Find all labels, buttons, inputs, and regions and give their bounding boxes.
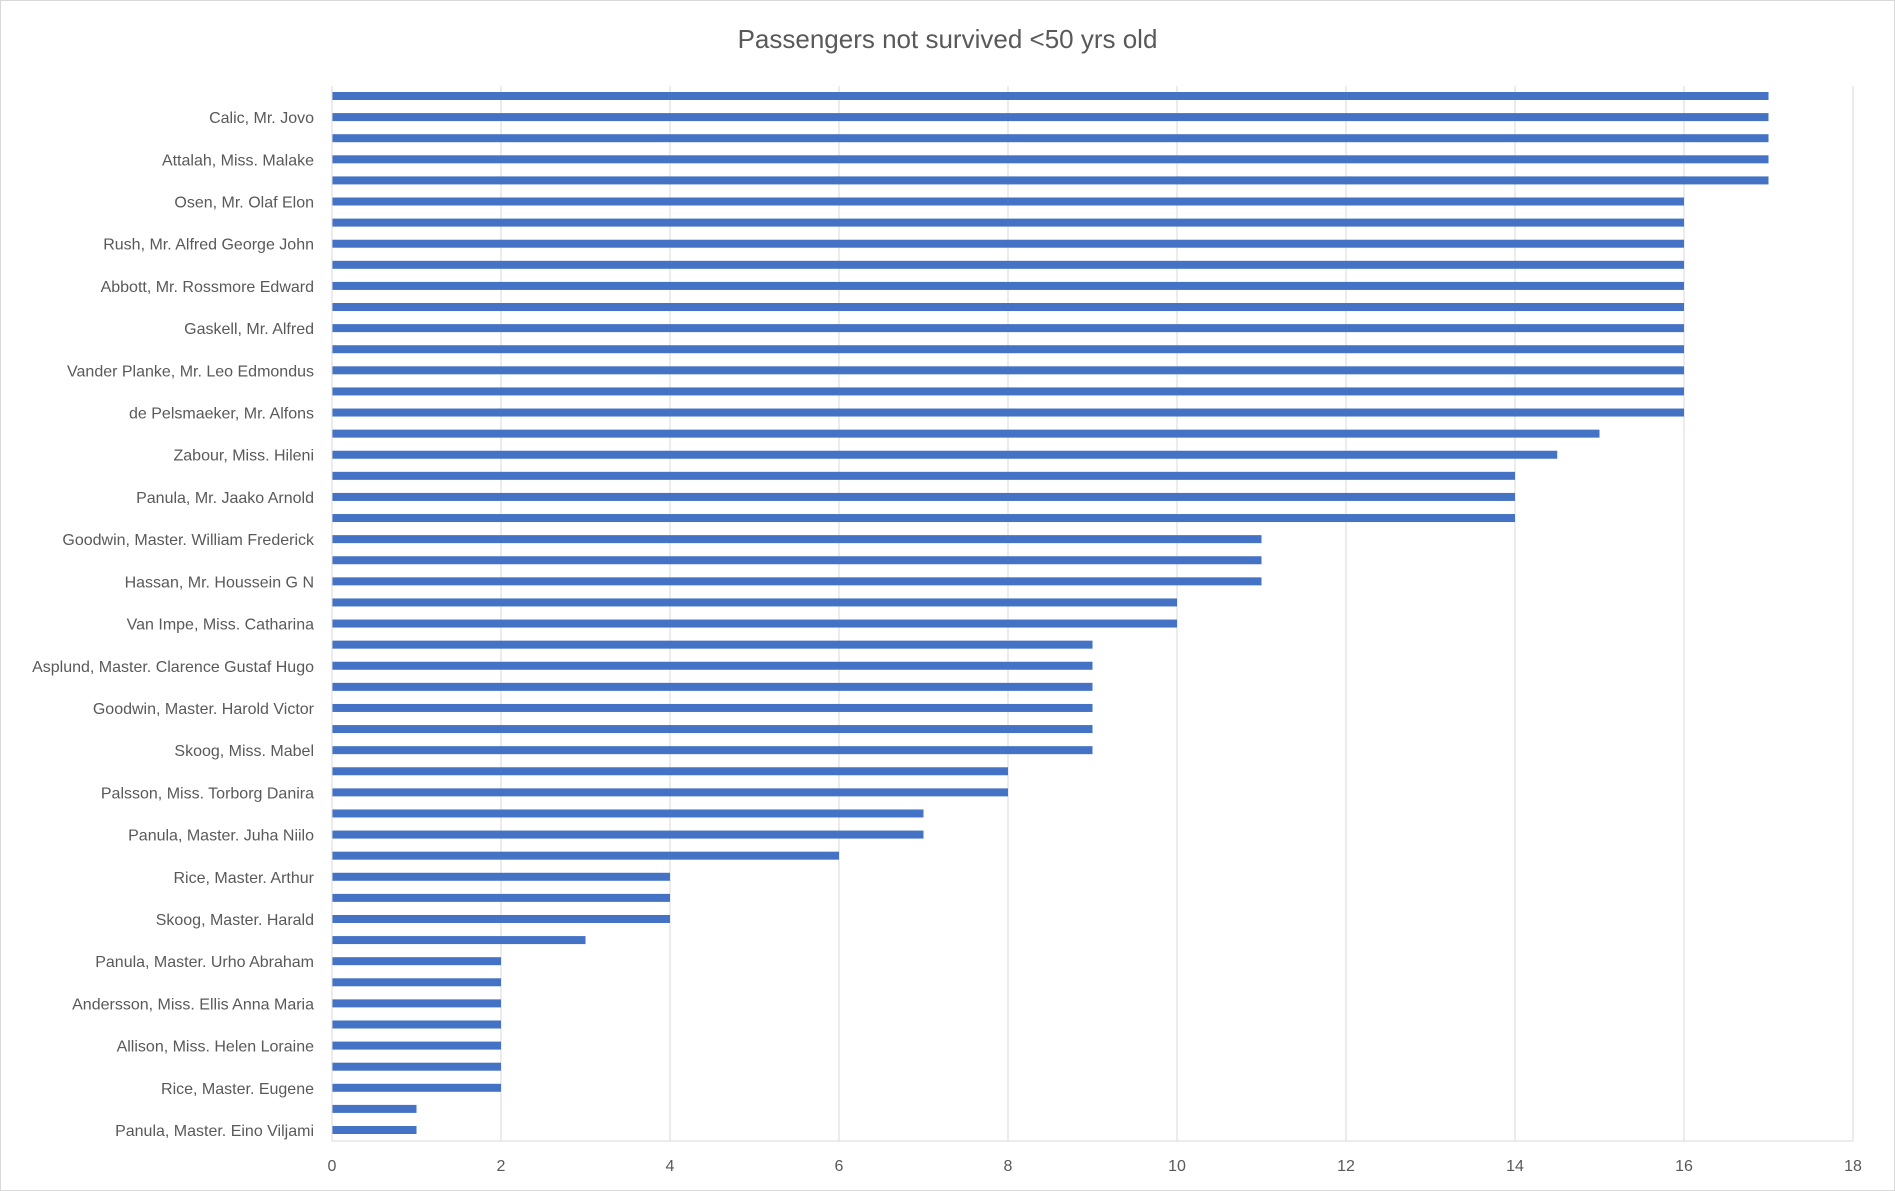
bar xyxy=(332,703,1093,712)
category-label: Panula, Master. Urho Abraham xyxy=(95,954,314,971)
bar xyxy=(332,830,924,839)
bar xyxy=(332,788,1008,797)
bar xyxy=(332,851,839,860)
bar xyxy=(332,281,1684,290)
bar xyxy=(332,239,1684,248)
category-label: Van Impe, Miss. Catharina xyxy=(127,617,314,634)
bar xyxy=(332,682,1093,691)
category-label: Vander Planke, Mr. Leo Edmondus xyxy=(67,363,314,380)
bar xyxy=(332,1020,501,1029)
category-label: Andersson, Miss. Ellis Anna Maria xyxy=(72,996,314,1013)
bar xyxy=(332,1126,417,1134)
category-label: Hassan, Mr. Houssein G N xyxy=(125,574,314,591)
bar xyxy=(332,535,1262,544)
category-label: Gaskell, Mr. Alfred xyxy=(184,321,314,338)
bar xyxy=(332,661,1093,670)
category-label: Rice, Master. Arthur xyxy=(174,870,315,887)
bar xyxy=(332,113,1769,122)
category-label: Calic, Mr. Jovo xyxy=(209,110,314,127)
bar xyxy=(332,746,1093,755)
x-tick-label: 16 xyxy=(1675,1158,1693,1175)
bar xyxy=(332,387,1684,396)
bar xyxy=(332,872,670,881)
x-tick-labels: 0 2 4 6 8 10 12 14 16 18 xyxy=(328,1158,1862,1175)
bar xyxy=(332,914,670,923)
bar xyxy=(332,134,1769,143)
bar xyxy=(332,809,924,818)
bar xyxy=(332,218,1684,227)
category-label: Panula, Mr. Jaako Arnold xyxy=(136,490,314,507)
category-label: Rush, Mr. Alfred George John xyxy=(103,237,314,254)
x-tick-label: 6 xyxy=(835,1158,844,1175)
category-label: Skoog, Miss. Mabel xyxy=(174,743,314,760)
category-label: Panula, Master. Juha Niilo xyxy=(128,828,314,845)
category-label: Abbott, Mr. Rossmore Edward xyxy=(101,279,314,296)
x-tick-label: 18 xyxy=(1844,1158,1862,1175)
bar xyxy=(332,408,1684,417)
bar xyxy=(332,92,1769,100)
bar xyxy=(332,556,1262,565)
bar xyxy=(332,260,1684,269)
bars xyxy=(332,92,1769,1134)
bar xyxy=(332,577,1262,586)
x-tick-label: 12 xyxy=(1337,1158,1355,1175)
category-label: Attalah, Miss. Malake xyxy=(162,152,314,169)
category-labels: Calic, Mr. Jovo Attalah, Miss. Malake Osen… xyxy=(32,110,315,1140)
bar xyxy=(332,598,1177,607)
bar xyxy=(332,492,1515,501)
bar xyxy=(332,640,1093,649)
bar xyxy=(332,1104,417,1113)
bar xyxy=(332,450,1558,459)
bar xyxy=(332,303,1684,312)
bar xyxy=(332,1062,501,1071)
chart-title: Passengers not survived <50 yrs old xyxy=(737,24,1158,54)
bar xyxy=(332,978,501,987)
category-label: Goodwin, Master. William Frederick xyxy=(62,532,315,549)
category-label: Allison, Miss. Helen Loraine xyxy=(117,1039,315,1056)
bar xyxy=(332,197,1684,206)
category-label: de Pelsmaeker, Mr. Alfons xyxy=(129,406,314,423)
bar xyxy=(332,767,1008,776)
category-label: Skoog, Master. Harald xyxy=(156,912,314,929)
category-label: Goodwin, Master. Harold Victor xyxy=(93,701,315,718)
bar xyxy=(332,514,1515,523)
x-tick-label: 0 xyxy=(328,1158,337,1175)
category-label: Palsson, Miss. Torborg Danira xyxy=(101,785,314,802)
bar xyxy=(332,999,501,1008)
bar xyxy=(332,324,1684,333)
bar xyxy=(332,155,1769,164)
x-tick-label: 14 xyxy=(1506,1158,1524,1175)
bar xyxy=(332,619,1177,628)
category-label: Rice, Master. Eugene xyxy=(161,1081,314,1098)
bar xyxy=(332,366,1684,375)
category-label: Osen, Mr. Olaf Elon xyxy=(174,195,314,212)
bar xyxy=(332,1041,501,1050)
category-label: Zabour, Miss. Hileni xyxy=(174,448,315,465)
axes xyxy=(331,86,1853,1142)
bar xyxy=(332,471,1515,480)
bar xyxy=(332,936,586,945)
bar xyxy=(332,725,1093,734)
bar xyxy=(332,345,1684,354)
category-label: Panula, Master. Eino Viljami xyxy=(115,1123,314,1140)
bar xyxy=(332,1083,501,1092)
x-tick-label: 2 xyxy=(497,1158,506,1175)
category-label: Asplund, Master. Clarence Gustaf Hugo xyxy=(32,659,314,676)
x-tick-label: 10 xyxy=(1168,1158,1186,1175)
bar xyxy=(332,957,501,966)
bar xyxy=(332,893,670,902)
bar xyxy=(332,176,1769,185)
bar xyxy=(332,429,1600,438)
x-tick-label: 8 xyxy=(1004,1158,1013,1175)
x-tick-label: 4 xyxy=(666,1158,675,1175)
